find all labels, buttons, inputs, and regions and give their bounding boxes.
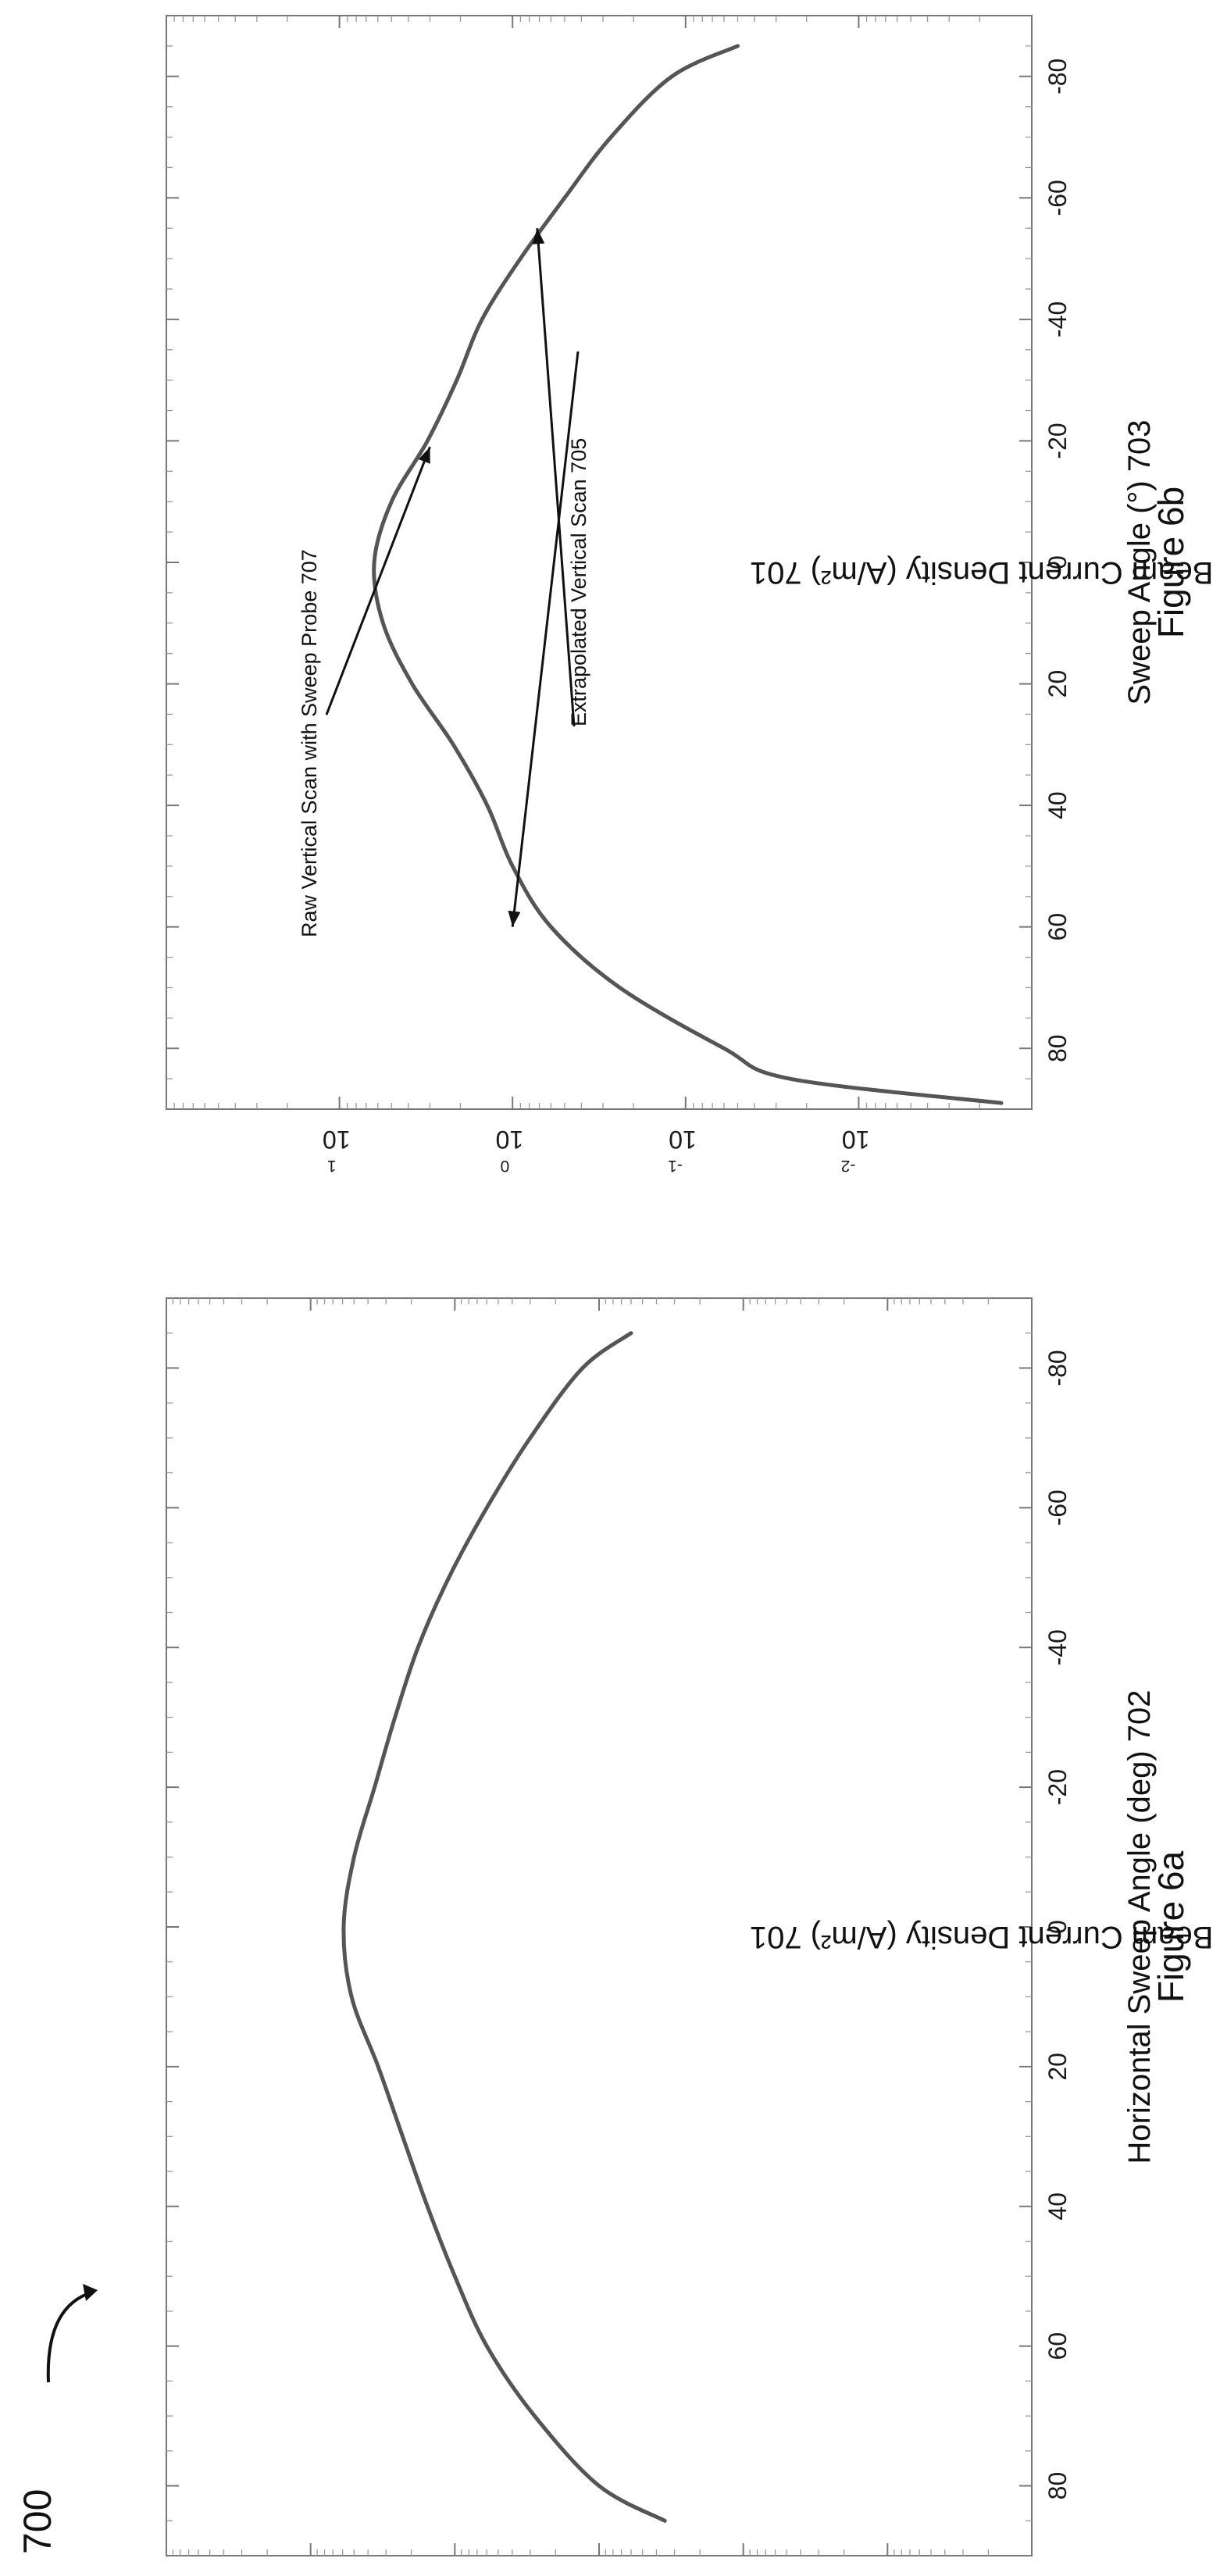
- x-tick-label: 60: [1043, 913, 1072, 941]
- y-tick-label-base: 10: [726, 2572, 754, 2576]
- x-tick-label: 40: [1043, 2192, 1072, 2221]
- chart-6b-minor-ticks: [166, 16, 1032, 1109]
- figure-ref-arrowhead: [83, 2284, 98, 2301]
- chart-6b-xlabel: Sweep Angle (°) 703: [1122, 419, 1157, 705]
- chart-6b-y-tick-labels: 10 1 10 0 10 -1 10 -2: [323, 1126, 869, 1175]
- y-tick-label-base: 10: [1015, 2572, 1043, 2576]
- x-tick-label: -20: [1043, 1769, 1072, 1805]
- annotation-extrapolated-arrow-2-head: [508, 910, 521, 927]
- chart-6b-ylabel: Ion Beam Current Density (A/m²) 701: [750, 555, 1220, 590]
- chart-figure-6a: -80 -60 -40 -20 0 20 40 60 80 10110010-110-210-3…: [166, 1297, 1220, 2576]
- x-tick-label: 80: [1043, 1034, 1072, 1062]
- chart-6b-ticks: [166, 16, 1032, 1109]
- chart-6b-annotations: Raw Vertical Scan with Sweep Probe 707 Ex…: [298, 228, 590, 937]
- x-tick-label: -60: [1043, 1490, 1072, 1525]
- x-tick-label: -80: [1043, 1350, 1072, 1386]
- chart-figure-6b: -80 -60 -40 -20 0 20 40 60 80 10 1 10 0 10 -1 10 -2 Raw…: [166, 15, 1220, 1175]
- x-tick-label: 60: [1043, 2332, 1072, 2360]
- chart-6a-minor-ticks: [166, 1298, 1032, 2556]
- x-tick-label: -80: [1043, 59, 1072, 95]
- x-tick-label: -20: [1043, 423, 1072, 458]
- x-tick-label: -40: [1043, 301, 1072, 337]
- x-tick-label: 20: [1043, 2053, 1072, 2081]
- figure-ref-group: 700: [16, 2284, 98, 2554]
- annotation-extrapolated-arrow-2: [511, 351, 580, 927]
- figure-ref-label: 700: [16, 2489, 59, 2554]
- annotation-extrapolated-arrow-1-head: [532, 228, 545, 244]
- y-tick-label-exp: -2: [841, 1157, 856, 1175]
- chart-6a-caption: Figure 6a: [1150, 1850, 1191, 2003]
- y-tick-label-exp: -1: [668, 1157, 683, 1175]
- annotation-extrapolated-arrow-1: [536, 228, 576, 727]
- y-tick-label-base: 10: [496, 1126, 524, 1154]
- chart-6b-series-line: [372, 44, 1004, 1105]
- y-tick-label-base: 10: [842, 1126, 870, 1154]
- chart-6a-ticks: [166, 1298, 1033, 2556]
- chart-6a-x-tick-labels: -80 -60 -40 -20 0 20 40 60 80: [1043, 1350, 1072, 2499]
- chart-6a-xlabel: Horizontal Sweep Angle (deg) 702: [1122, 1689, 1157, 2164]
- x-tick-label: -40: [1043, 1629, 1072, 1665]
- chart-6a-series-line: [341, 1331, 667, 2523]
- x-tick-label: -60: [1043, 180, 1072, 216]
- chart-6a-ylabel: Ion Beam Current Density (A/m²) 701: [750, 1920, 1220, 1954]
- annotation-raw-scan-arrow: [325, 446, 431, 715]
- x-tick-label: 0: [1043, 555, 1072, 569]
- annotation-raw-scan-arrow-head: [418, 447, 430, 464]
- y-tick-label-base: 10: [438, 2572, 466, 2576]
- x-tick-label: 40: [1043, 791, 1072, 819]
- chart-6b-x-tick-labels: -80 -60 -40 -20 0 20 40 60 80: [1043, 59, 1072, 1062]
- y-tick-label-base: 10: [669, 1126, 697, 1154]
- x-tick-label: 0: [1043, 1920, 1072, 1934]
- y-tick-label-base: 10: [294, 2572, 322, 2576]
- y-tick-label-base: 10: [582, 2572, 610, 2576]
- x-tick-label: 20: [1043, 670, 1072, 698]
- y-tick-label-exp: 1: [327, 1157, 337, 1175]
- x-tick-label: 80: [1043, 2472, 1072, 2500]
- figure-ref-arrow: [46, 2291, 92, 2383]
- y-tick-label-exp: 0: [501, 1157, 510, 1175]
- annotation-raw-scan-label: Raw Vertical Scan with Sweep Probe 707: [298, 549, 321, 937]
- y-tick-label-base: 10: [323, 1126, 351, 1154]
- y-tick-label-base: 10: [871, 2572, 899, 2576]
- chart-6b-caption: Figure 6b: [1150, 487, 1191, 638]
